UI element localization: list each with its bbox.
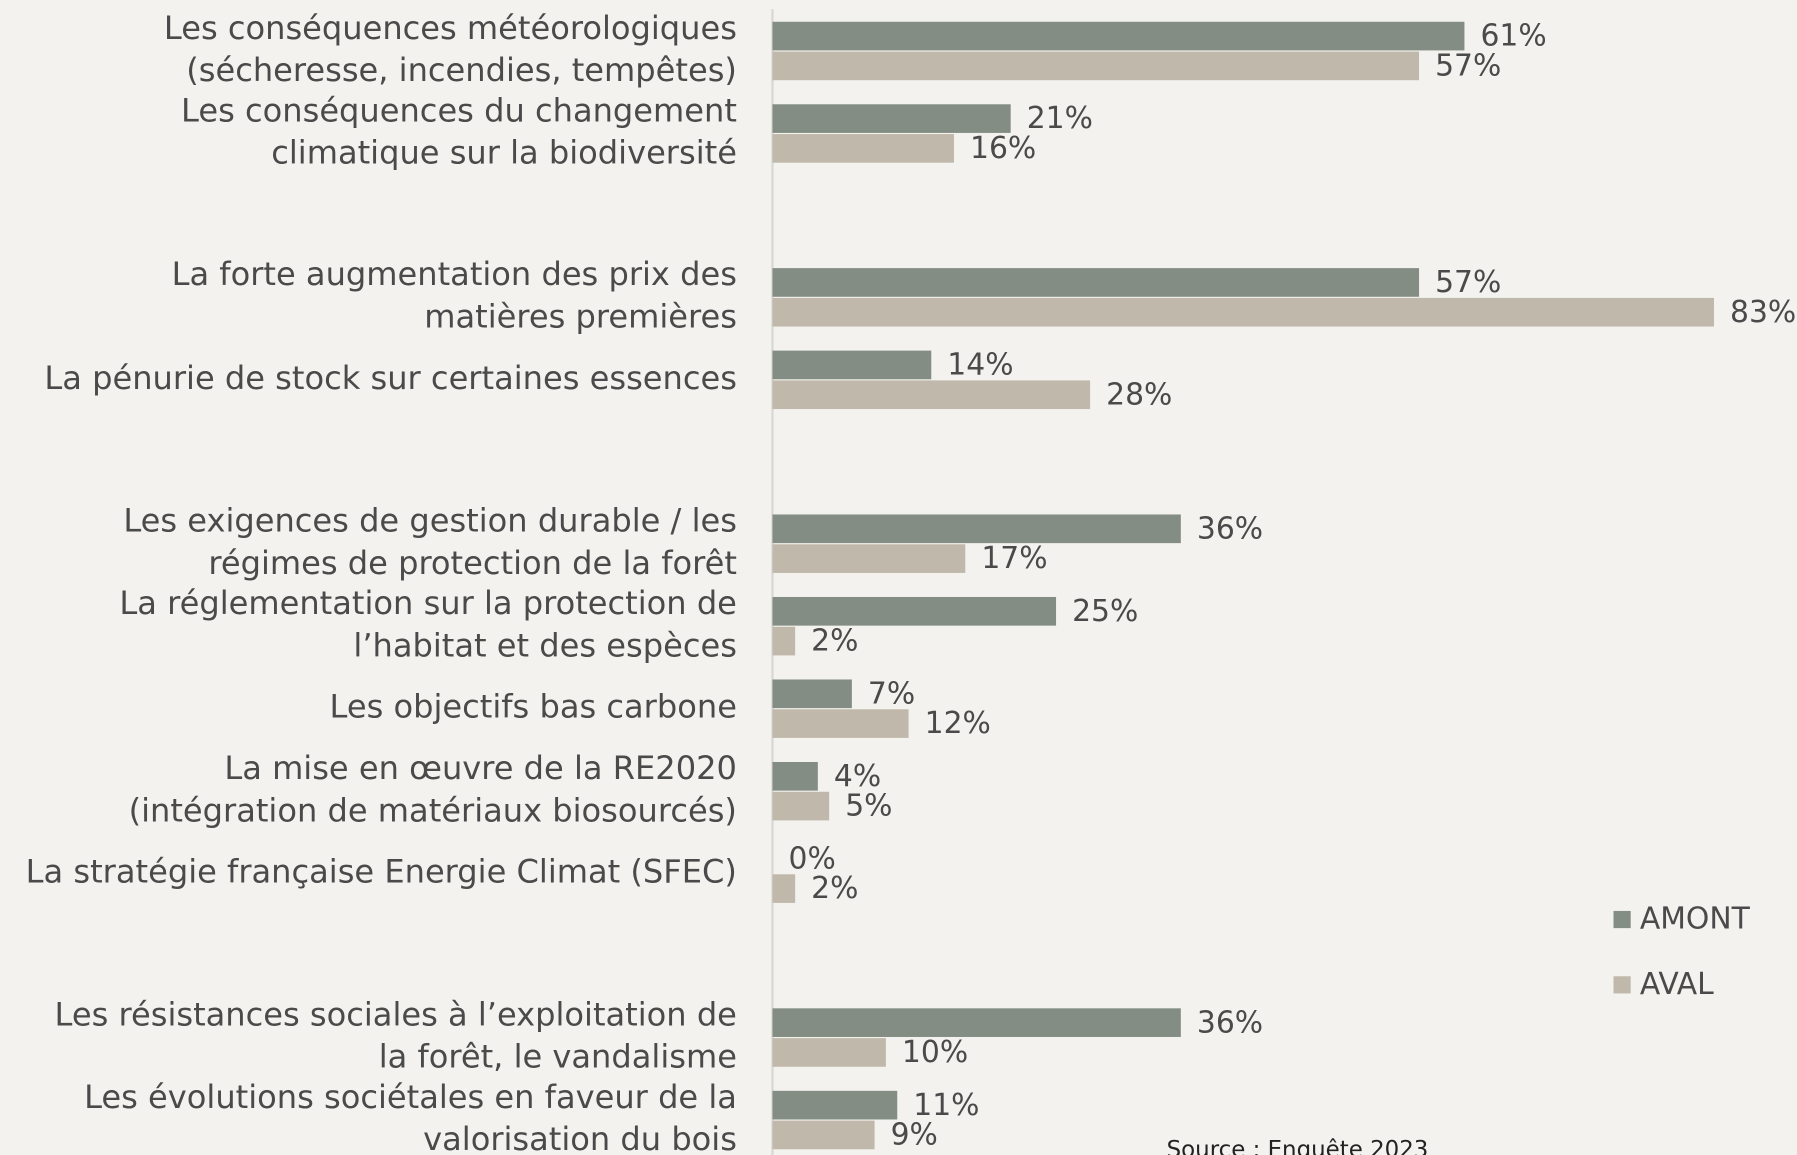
value-label: 28% [1106, 377, 1172, 412]
bar [772, 791, 830, 821]
value-label: 9% [891, 1118, 938, 1153]
value-label: 21% [1027, 101, 1093, 136]
category-label: la forêt, le vandalisme [379, 1038, 737, 1076]
legend-label: AMONT [1640, 902, 1751, 937]
category-label: Les exigences de gestion durable / les [123, 501, 737, 539]
bar [772, 679, 852, 709]
bar [772, 350, 932, 380]
source: Source : Enquête 2023 [1167, 1137, 1429, 1155]
category-label: Les évolutions sociétales en faveur de l… [84, 1078, 737, 1116]
bar [772, 596, 1057, 626]
category-label: matières premières [424, 298, 737, 336]
value-label: 5% [845, 789, 892, 824]
category-label: valorisation du bois [423, 1120, 737, 1155]
value-label: 7% [868, 676, 915, 711]
bar [772, 134, 954, 163]
legend-label: AVAL [1640, 967, 1714, 1002]
value-label: 25% [1072, 594, 1138, 629]
bar [772, 380, 1091, 410]
value-label: 36% [1197, 1005, 1263, 1040]
category-label: La forte augmentation des prix des [172, 255, 737, 293]
value-label: 11% [913, 1088, 979, 1123]
bar [772, 268, 1420, 297]
bar [772, 1038, 886, 1067]
bar [772, 1008, 1181, 1037]
bar [772, 709, 909, 738]
category-label: (intégration de matériaux biosourcés) [129, 791, 737, 829]
value-label: 36% [1197, 511, 1263, 546]
category-label: Les conséquences du changement [181, 91, 737, 129]
category-label: Les conséquences météorologiques [164, 9, 737, 47]
bar [772, 1120, 875, 1150]
bar [772, 1090, 898, 1120]
value-label: 16% [970, 131, 1036, 166]
value-label: 14% [947, 348, 1013, 383]
value-label: 57% [1435, 49, 1501, 84]
value-label: 4% [834, 759, 881, 794]
value-label: 57% [1435, 265, 1501, 300]
legend-swatch [1613, 976, 1631, 994]
bar [772, 514, 1181, 544]
value-label: 12% [925, 706, 991, 741]
category-label: La mise en œuvre de la RE2020 [224, 749, 737, 787]
value-label: 61% [1480, 19, 1546, 54]
bar [772, 874, 796, 903]
bar [772, 104, 1011, 133]
bar [772, 51, 1420, 81]
bar [772, 761, 818, 791]
value-label: 83% [1730, 295, 1796, 330]
value-label: 0% [789, 841, 836, 876]
value-label: 10% [902, 1035, 968, 1070]
value-label: 2% [811, 871, 858, 906]
bar [772, 626, 796, 656]
bar [772, 544, 966, 573]
value-label: 17% [981, 541, 1047, 576]
category-label: La réglementation sur la protection de [119, 584, 737, 622]
category-label: Les objectifs bas carbone [330, 688, 737, 726]
category-label: climatique sur la biodiversité [271, 134, 737, 172]
bar [772, 21, 1465, 51]
category-label: La pénurie de stock sur certaines essenc… [44, 359, 737, 397]
category-label: régimes de protection de la forêt [208, 544, 737, 582]
bar [772, 297, 1714, 327]
category-label: Les résistances sociales à l’exploitatio… [55, 995, 737, 1033]
category-label: La stratégie française Energie Climat (S… [26, 853, 737, 891]
category-label: l’habitat et des espèces [353, 626, 737, 664]
value-label: 2% [811, 624, 858, 659]
category-label: (sécheresse, incendies, tempêtes) [186, 51, 737, 89]
legend-swatch [1613, 910, 1631, 929]
